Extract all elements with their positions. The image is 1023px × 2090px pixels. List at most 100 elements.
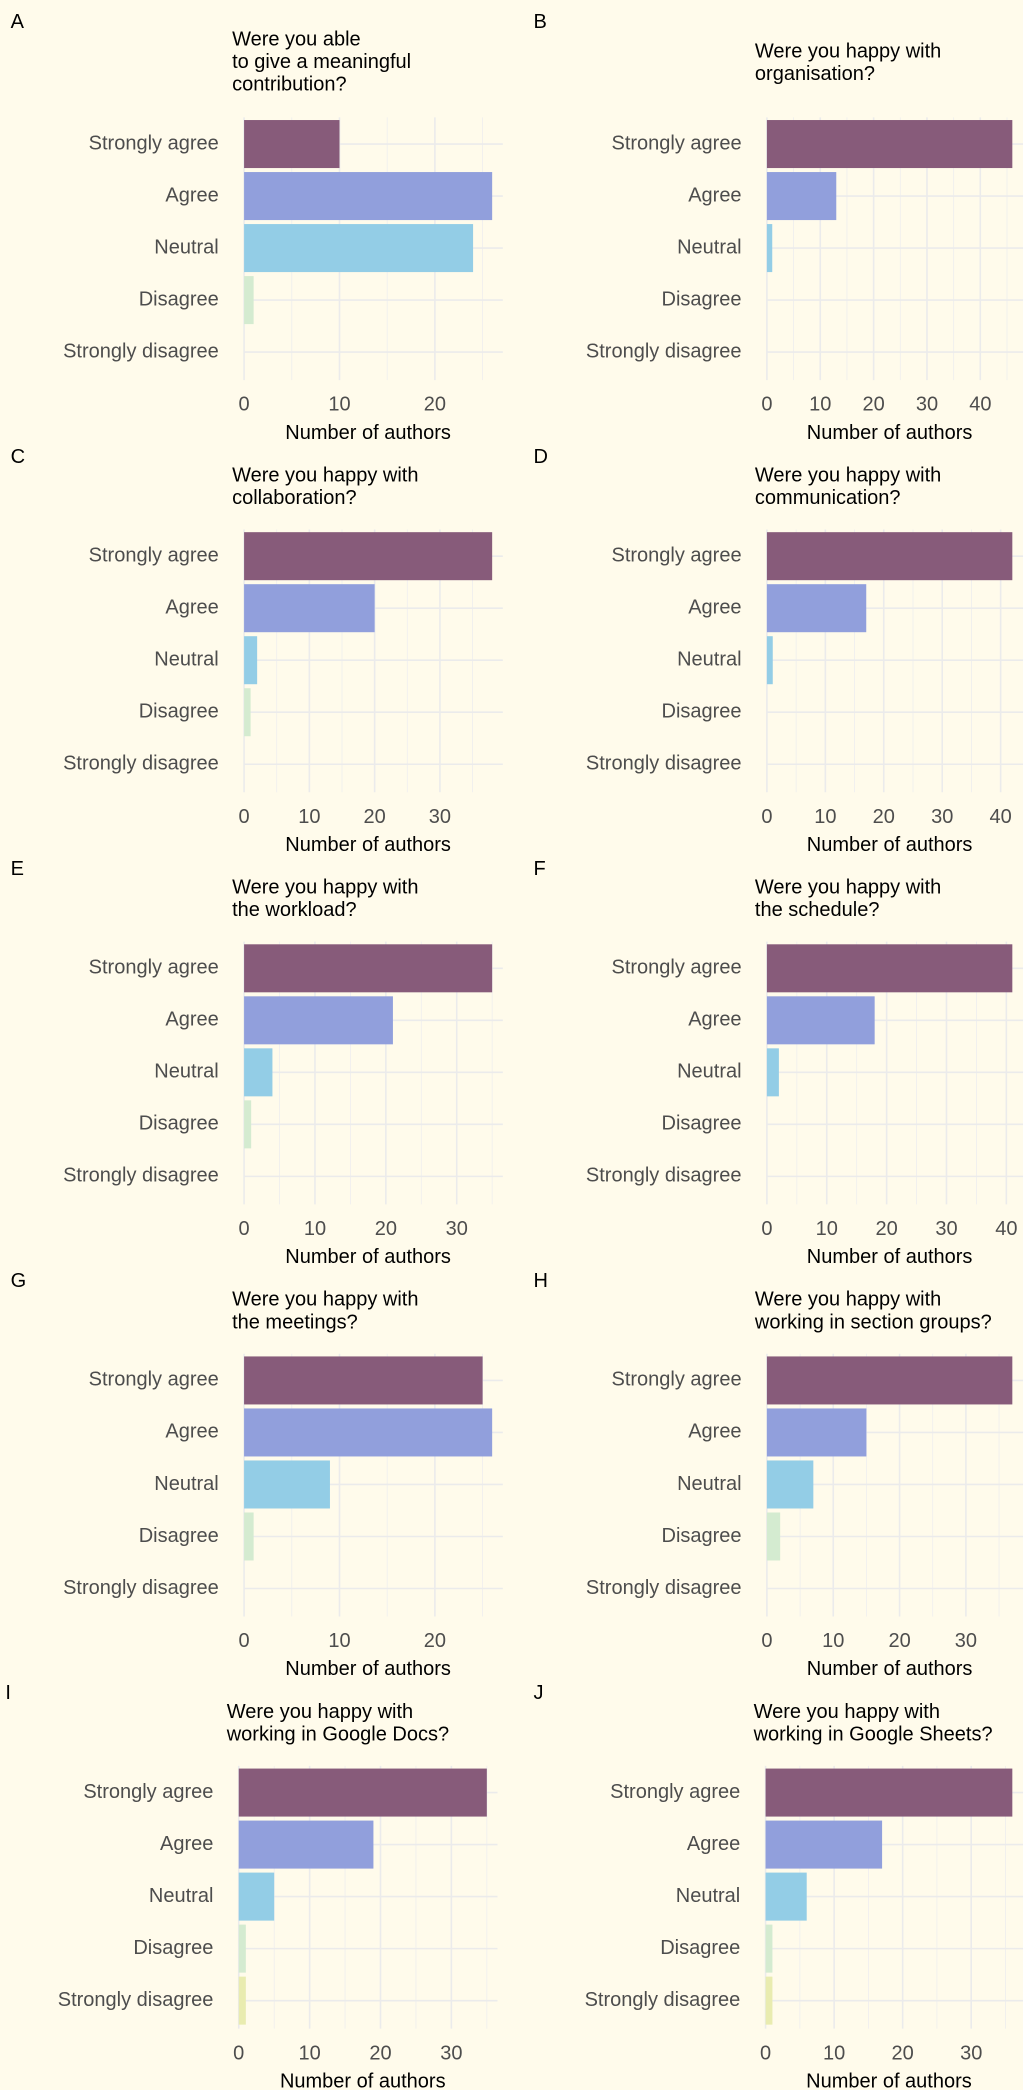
x-tick-label: 10 [816, 1218, 838, 1240]
category-label: Agree [688, 1421, 741, 1443]
x-tick-label: 30 [955, 1630, 977, 1652]
x-tick-label: 0 [233, 2042, 244, 2064]
panel-tag: A [11, 11, 25, 33]
category-label: Neutral [677, 648, 741, 670]
x-tick-label: 30 [916, 394, 938, 416]
category-label: Disagree [662, 1113, 742, 1135]
panel-tag: E [11, 858, 24, 880]
bar [766, 636, 773, 685]
category-label: Strongly disagree [586, 1577, 742, 1599]
panel-title: Were you able [232, 28, 361, 50]
category-label: Agree [688, 596, 741, 618]
panel-tag: C [11, 446, 25, 468]
x-axis-label: Number of authors [807, 422, 973, 444]
category-label: Strongly agree [89, 544, 219, 566]
category-label: Agree [165, 184, 218, 206]
panel-title: Were you happy with [755, 877, 941, 899]
panel-tag: B [534, 11, 547, 33]
x-tick-label: 30 [931, 806, 953, 828]
bar [244, 688, 251, 737]
x-tick-label: 0 [239, 394, 250, 416]
panel-title: Were you happy with [232, 877, 418, 899]
panel-title: Were you happy with [755, 40, 941, 62]
category-label: Disagree [662, 288, 742, 310]
x-tick-label: 0 [761, 394, 772, 416]
bar [766, 1356, 1013, 1405]
bar [244, 584, 375, 633]
category-label: Strongly disagree [586, 340, 742, 362]
bar [244, 636, 258, 685]
x-tick-label: 10 [822, 1630, 844, 1652]
x-tick-label: 20 [364, 806, 386, 828]
panel-tag: D [534, 446, 548, 468]
category-label: Strongly disagree [585, 1989, 741, 2011]
panel-title: working in section groups? [754, 1311, 992, 1333]
category-label: Strongly agree [611, 1369, 741, 1391]
x-tick-label: 10 [814, 806, 836, 828]
category-label: Agree [160, 1833, 213, 1855]
x-tick-label: 20 [892, 2042, 914, 2064]
panel-tag: J [534, 1682, 544, 1704]
category-label: Strongly disagree [586, 1165, 742, 1187]
category-label: Neutral [677, 236, 741, 258]
x-tick-label: 0 [761, 806, 772, 828]
category-label: Neutral [154, 1473, 218, 1495]
bar [766, 224, 773, 273]
bar [766, 1512, 781, 1561]
x-axis-label: Number of authors [285, 1246, 451, 1268]
panel-title: Were you happy with [755, 1289, 941, 1311]
bar [766, 1460, 814, 1509]
bar [766, 996, 875, 1045]
panel-title: Were you happy with [227, 1701, 413, 1723]
bar [244, 996, 393, 1045]
x-axis-label: Number of authors [807, 1246, 973, 1268]
category-label: Agree [165, 1421, 218, 1443]
bar [238, 1924, 246, 1973]
bar [765, 1976, 773, 2025]
bar [244, 1100, 252, 1149]
panel-title: the meetings? [232, 1311, 358, 1333]
x-tick-label: 20 [862, 394, 884, 416]
x-tick-label: 40 [995, 1218, 1017, 1240]
bar [238, 1976, 246, 2025]
x-tick-label: 20 [424, 394, 446, 416]
x-axis-label: Number of authors [285, 1658, 451, 1680]
category-label: Disagree [139, 701, 219, 723]
x-tick-label: 10 [809, 394, 831, 416]
x-tick-label: 0 [239, 1630, 250, 1652]
panel-title: the schedule? [755, 899, 880, 921]
bar [765, 1924, 773, 1973]
category-label: Strongly agree [610, 1781, 740, 1803]
x-axis-label: Number of authors [285, 834, 451, 856]
category-label: Disagree [133, 1937, 213, 1959]
x-tick-label: 0 [239, 806, 250, 828]
category-label: Strongly agree [611, 957, 741, 979]
x-tick-label: 10 [304, 1218, 326, 1240]
x-tick-label: 0 [239, 1218, 250, 1240]
category-label: Strongly disagree [63, 753, 219, 775]
category-label: Strongly agree [611, 132, 741, 154]
category-label: Agree [688, 184, 741, 206]
bar [244, 120, 340, 169]
x-tick-label: 20 [876, 1218, 898, 1240]
bar [238, 1872, 275, 1921]
category-label: Neutral [154, 1061, 218, 1083]
category-label: Agree [688, 1009, 741, 1031]
x-axis-label: Number of authors [280, 2070, 446, 2090]
x-tick-label: 40 [990, 806, 1012, 828]
bar [766, 584, 867, 633]
category-label: Disagree [662, 1525, 742, 1547]
bar [244, 1356, 483, 1405]
panel-tag: I [5, 1682, 11, 1704]
x-tick-label: 30 [429, 806, 451, 828]
bar [766, 1048, 779, 1097]
category-label: Neutral [677, 1061, 741, 1083]
bar [765, 1820, 883, 1869]
x-tick-label: 30 [960, 2042, 982, 2064]
panel-title: Were you happy with [232, 464, 418, 486]
x-tick-label: 20 [888, 1630, 910, 1652]
panel-title: the workload? [232, 899, 357, 921]
x-tick-label: 20 [424, 1630, 446, 1652]
panel-title: working in Google Sheets? [753, 1724, 993, 1746]
